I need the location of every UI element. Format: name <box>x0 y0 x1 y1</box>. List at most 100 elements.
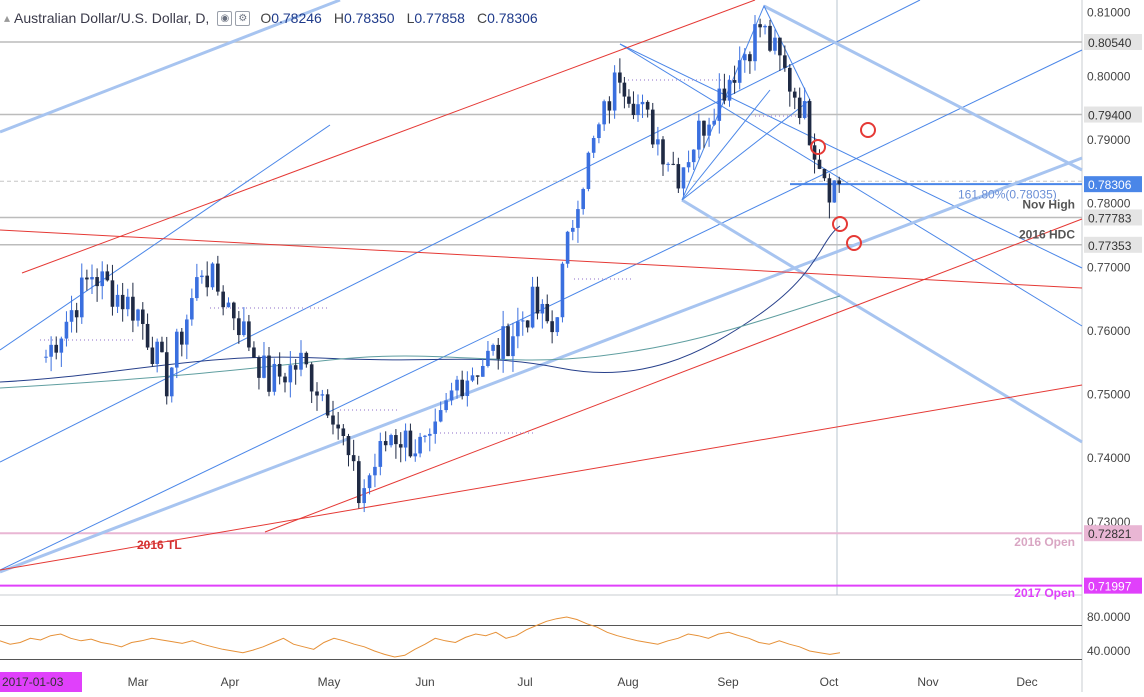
candle-body <box>797 97 802 118</box>
candle-body <box>283 376 287 383</box>
moving-average-fast <box>0 225 841 383</box>
x-tick-label-apr: Apr <box>221 675 240 689</box>
price-label-box-6 <box>1084 525 1142 542</box>
candle-body <box>413 453 418 457</box>
candle-body <box>174 331 179 368</box>
annotation-4: 2017 Open <box>1014 586 1075 600</box>
candle-body <box>475 375 480 377</box>
price-label-box-4 <box>1084 209 1142 226</box>
candle-body <box>768 25 772 51</box>
crosshair-date-label: 2017-01-03 <box>0 672 82 692</box>
rsi-line <box>0 616 841 658</box>
candle-body <box>195 277 199 299</box>
candle-body <box>331 415 335 425</box>
candle-body <box>185 319 189 345</box>
candle-body <box>631 103 636 116</box>
candle-body <box>277 363 282 377</box>
eye-icon[interactable]: ◉ <box>217 10 233 26</box>
candle-body <box>612 72 617 111</box>
candle-body <box>535 286 540 314</box>
highlight-circle-0 <box>860 122 876 138</box>
candle-body <box>226 302 231 308</box>
candle-body <box>545 303 550 322</box>
candle-body <box>309 364 314 392</box>
candle-body <box>267 355 271 392</box>
rsi-tick-label-0: 80.0000 <box>1087 610 1131 624</box>
candle-body <box>666 163 670 165</box>
price-label-box-7 <box>1084 577 1142 594</box>
candle-body <box>753 24 757 62</box>
candle-body <box>742 54 747 61</box>
candle-body <box>576 209 580 228</box>
candle-body <box>85 277 89 280</box>
candle-body <box>179 331 184 345</box>
candle-body <box>837 180 841 184</box>
candle-body <box>150 347 155 364</box>
candle-body <box>591 138 596 153</box>
red-trendline-0 <box>21 0 756 274</box>
candle-body <box>656 139 660 145</box>
price-label-4: 0.77783 <box>1088 211 1132 225</box>
candle-body <box>378 441 383 467</box>
y-tick-label-6: 0.75000 <box>1087 388 1131 402</box>
candle-body <box>465 380 470 397</box>
candle-body <box>105 271 110 281</box>
candle-body <box>59 338 64 353</box>
collapse-arrow-icon[interactable]: ▴ <box>4 11 11 25</box>
candle-body <box>341 428 346 437</box>
candle-body <box>79 277 84 318</box>
candle-body <box>299 352 303 370</box>
candle-body <box>455 379 459 391</box>
ohlc-open: O0.78246 <box>260 10 322 26</box>
candle-body <box>427 433 432 436</box>
candle-body <box>408 430 413 457</box>
price-label-5: 0.77353 <box>1088 239 1132 253</box>
candle-body <box>205 275 209 288</box>
candle-body <box>423 435 427 437</box>
candle-body <box>444 400 448 411</box>
symbol-title: Australian Dollar/U.S. Dollar, D, <box>14 10 210 26</box>
candle-body <box>398 444 403 448</box>
ohlc-close: C0.78306 <box>476 10 538 26</box>
candle-body <box>618 72 622 83</box>
y-tick-label-0: 0.81000 <box>1087 6 1131 20</box>
candle-body <box>460 379 464 397</box>
candle-body <box>336 424 340 429</box>
candle-body <box>511 336 515 357</box>
candle-body <box>389 435 393 446</box>
chart-header: ▴ Australian Dollar/U.S. Dollar, D, ◉ ⚙ … <box>4 9 550 27</box>
candle-body <box>807 101 812 146</box>
candle-body <box>262 355 266 378</box>
candle-body <box>325 394 330 416</box>
candle-body <box>727 80 732 101</box>
candle-body <box>64 321 69 339</box>
candle-body <box>581 188 585 210</box>
candle-body <box>95 277 99 287</box>
candle-body <box>778 37 782 56</box>
candle-body <box>480 365 485 377</box>
candle-body <box>403 430 408 448</box>
candle-body <box>832 180 837 203</box>
blue-trendline-0 <box>0 0 341 134</box>
candle-body <box>470 375 475 381</box>
candle-body <box>242 321 246 336</box>
candle-body <box>822 168 827 179</box>
ohlc-low: L0.77858 <box>406 10 465 26</box>
candle-body <box>496 344 501 359</box>
candle-body <box>351 455 356 462</box>
candle-body <box>90 277 94 280</box>
candle-body <box>69 310 74 322</box>
candle-body <box>100 271 105 287</box>
highlight-circle-2 <box>832 216 848 232</box>
x-tick-label-jun: Jun <box>415 675 434 689</box>
candle-body <box>697 120 701 150</box>
annotation-1: Nov High <box>1022 198 1075 212</box>
price-label-1: 0.79400 <box>1088 109 1132 123</box>
x-tick-label-nov: Nov <box>917 675 938 689</box>
annotation-0: 161.80%(0.78035) <box>958 188 1057 202</box>
x-tick-label-sep: Sep <box>717 675 739 689</box>
candle-body <box>190 298 194 320</box>
settings-icon[interactable]: ⚙ <box>235 10 251 26</box>
